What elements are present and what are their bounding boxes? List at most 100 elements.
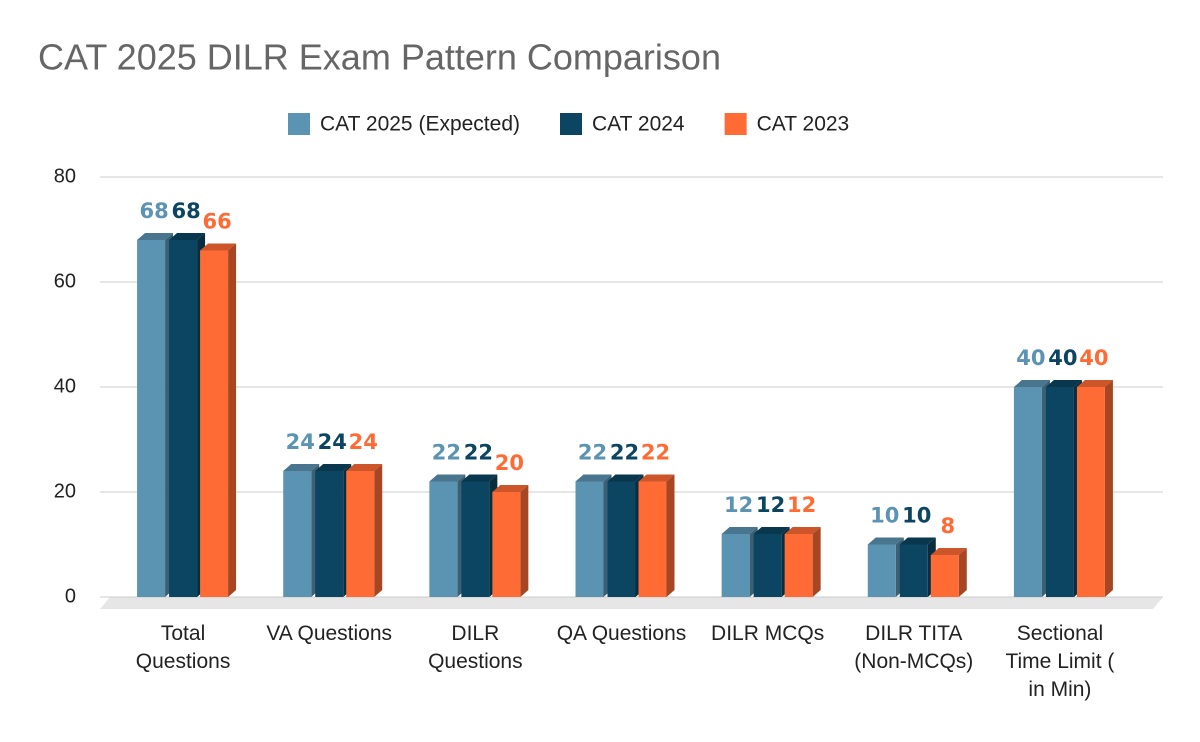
bar-side [228,243,237,597]
bar-front [867,544,896,597]
value-label: 22 [610,441,639,465]
bar [575,474,612,597]
bar [346,464,383,597]
bar-side [1104,380,1113,597]
value-label: 20 [495,451,524,475]
bar [784,527,821,597]
bar [930,548,967,597]
bar [492,485,529,597]
bar [1013,380,1050,597]
legend-swatch [560,113,582,135]
bar-top [137,233,174,240]
bar-front [315,471,344,597]
bar-front [784,534,813,597]
bar-top [784,527,821,534]
legend-label: CAT 2023 [757,113,850,136]
floor [100,597,1163,609]
y-tick-label: 40 [54,375,76,397]
bar-front [607,481,636,597]
bar-front [461,481,490,597]
value-label: 8 [940,514,955,538]
bar-front [1045,387,1074,597]
value-label: 68 [171,199,200,223]
bar-top [638,474,675,482]
bar-top [930,548,967,555]
bar-front [169,240,198,597]
x-tick-label: QA Questions [556,622,687,645]
bar-top [200,243,237,251]
bar-front [899,544,928,597]
value-label: 22 [464,441,493,465]
x-tick-label: VA Questions [266,622,393,645]
bar-side [374,464,383,597]
bar-top [315,464,352,471]
x-tick-label: DILR TITA (Non-MCQs) [854,622,974,673]
bar [169,233,206,597]
value-label: 12 [724,493,753,517]
bar-top [1076,380,1113,387]
value-label: 22 [641,441,670,465]
bar-front [492,492,521,597]
y-tick-label: 80 [54,165,76,187]
value-label: 10 [870,504,899,528]
bar-side [958,548,967,597]
bar [638,474,675,597]
bar [899,537,936,597]
bar-front [346,471,375,597]
x-tick-label: DILR Questions [428,622,523,673]
chart-title: CAT 2025 DILR Exam Pattern Comparison [38,37,721,78]
bar [867,537,904,597]
bar [315,464,352,597]
bar-top [461,474,498,482]
bar-front [753,534,782,597]
x-tick-label: Sectional Time Limit ( in Min) [1005,622,1115,701]
bar [721,527,758,597]
bar-front [429,481,458,597]
bar [607,474,644,597]
value-label: 24 [318,430,347,454]
bar-front [721,534,750,597]
bar-front [200,250,229,597]
value-label: 40 [1016,346,1045,370]
bar-top [575,474,612,482]
value-label: 40 [1048,346,1077,370]
bar-top [169,233,206,240]
legend-swatch [724,113,747,135]
legend-label: CAT 2024 [592,113,685,136]
bar-top [492,485,529,492]
x-tick-label: DILR MCQs [711,622,825,645]
bar-side [812,527,821,597]
value-label: 66 [202,210,231,234]
x-tick-label: Total Questions [135,622,231,673]
value-label: 12 [756,493,785,517]
value-label: 40 [1079,346,1108,370]
bar-top [899,537,936,545]
bar-top [283,464,320,471]
bar [1045,380,1082,597]
bar-front [1013,387,1042,597]
bar-front [930,555,959,597]
value-label: 22 [578,441,607,465]
value-label: 22 [432,441,461,465]
value-label: 68 [139,199,168,223]
value-label: 12 [787,493,816,517]
value-label: 10 [902,504,931,528]
bar-top [607,474,644,482]
legend-label: CAT 2025 (Expected) [320,113,520,136]
bar-top [721,527,758,534]
bar-front [137,240,166,597]
bar-top [346,464,383,471]
y-tick-label: 60 [54,270,76,292]
bar [283,464,320,597]
bar-top [1045,380,1082,387]
bar-top [753,527,790,534]
bar-front [283,471,312,597]
legend-swatch [288,113,310,135]
bar [137,233,174,597]
bar-top [867,537,904,545]
bar-side [520,485,529,597]
bar [753,527,790,597]
bar-front [575,481,604,597]
